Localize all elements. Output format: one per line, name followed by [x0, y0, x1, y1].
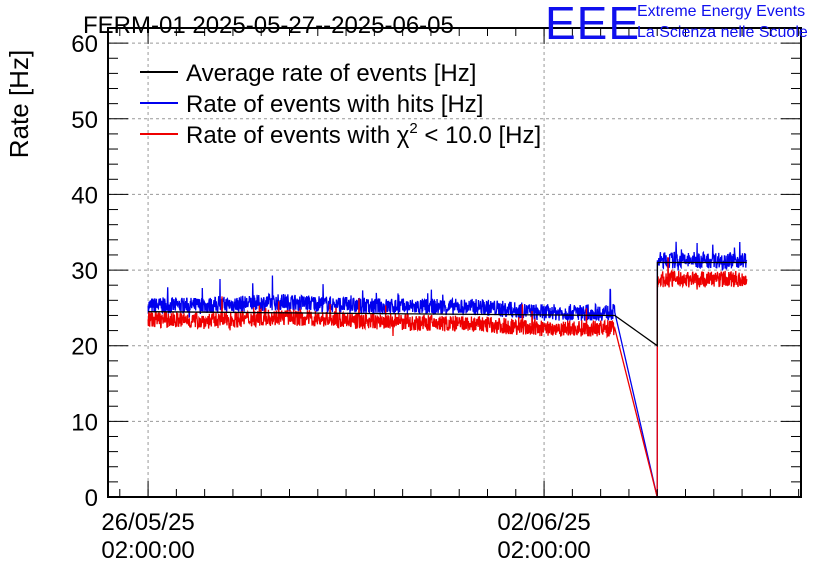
- x-tick-label-date: 26/05/25: [101, 509, 194, 536]
- series-line-1: [147, 241, 748, 498]
- y-tick-label: 40: [71, 182, 98, 209]
- legend-label-1: Rate of events with hits [Hz]: [186, 91, 483, 118]
- series-2: [147, 257, 748, 498]
- chart-title: FERM-01 2025-05-27--2025-06-05: [83, 12, 454, 39]
- series-0: [148, 261, 747, 347]
- y-tick-label: 20: [71, 334, 98, 361]
- logo-line-1: Extreme Energy Events: [637, 3, 806, 20]
- axis-ticks: 010203040506026/05/2502:00:0002/06/2502:…: [71, 27, 801, 564]
- legend-label-2: Rate of events with χ2 < 10.0 [Hz]: [186, 120, 541, 149]
- y-tick-label: 30: [71, 258, 98, 285]
- y-tick-label: 10: [71, 409, 98, 436]
- series-line-0: [148, 261, 747, 347]
- plot-frame: [107, 27, 802, 498]
- series-layer: [147, 241, 748, 498]
- y-tick-label: 0: [85, 485, 98, 512]
- logo-line-2: La Scienza nelle Scuole: [637, 24, 808, 41]
- eee-logo-mark: EEE: [545, 0, 641, 49]
- y-tick-label: 50: [71, 107, 98, 134]
- grid: [108, 28, 801, 497]
- x-tick-label-date: 02/06/25: [497, 509, 590, 536]
- y-tick-label: 60: [71, 31, 98, 58]
- legend: Average rate of events [Hz] Rate of event…: [140, 60, 541, 149]
- y-axis-label: Rate [Hz]: [4, 50, 34, 158]
- x-tick-label-time: 02:00:00: [101, 537, 194, 564]
- x-tick-label-time: 02:00:00: [497, 537, 590, 564]
- series-line-2: [147, 257, 748, 498]
- legend-label-0: Average rate of events [Hz]: [186, 60, 476, 87]
- series-1: [147, 241, 748, 498]
